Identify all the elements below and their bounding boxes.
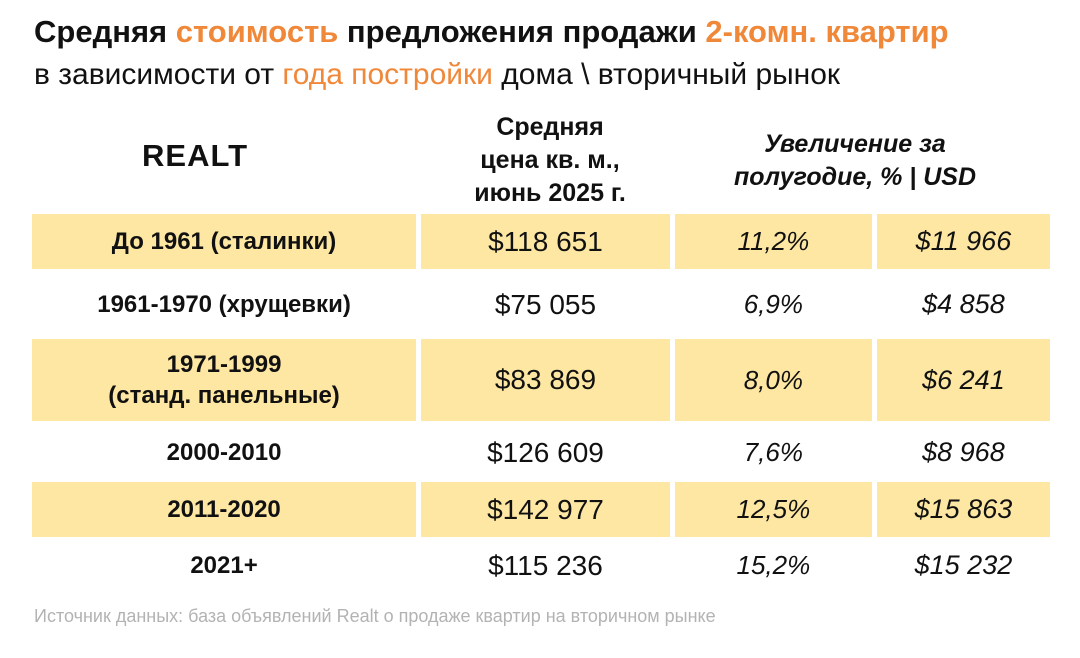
header-line: Средняя: [496, 113, 604, 141]
price-cell: $83 869: [421, 339, 670, 421]
table-row: 1971-1999 (станд. панельные) $83 869 8,0…: [32, 339, 1050, 421]
period-cell: 2021+: [190, 552, 258, 579]
table-row: 2000-2010 $126 609 7,6% $8 968: [32, 425, 1050, 480]
period-cell: 1961-1970 (хрущевки): [97, 291, 351, 318]
percent-cell: 6,9%: [743, 289, 803, 319]
period-cell: 2011-2020: [32, 482, 417, 537]
usd-cell: $8 968: [922, 437, 1005, 467]
percent-cell: 7,6%: [743, 437, 803, 467]
header-line: полугодие, % | USD: [733, 163, 977, 191]
price-column-header: Средняя цена кв. м., июнь 2025 г.: [430, 111, 670, 210]
usd-cell: $11 966: [876, 214, 1050, 269]
percent-cell: 15,2%: [736, 550, 811, 580]
usd-cell: $15 863: [876, 482, 1050, 537]
header-line: Увеличение за: [764, 130, 946, 158]
subtitle-accent: года постройки: [282, 58, 493, 91]
period-cell: 1971-1999 (станд. панельные): [32, 339, 417, 421]
price-cell: $115 236: [488, 549, 603, 581]
price-cell: $118 651: [421, 214, 670, 269]
table-row: До 1961 (сталинки) $118 651 11,2% $11 96…: [32, 214, 1050, 269]
header-line: цена кв. м.,: [480, 146, 620, 174]
price-cell: $126 609: [487, 436, 604, 468]
usd-cell: $4 858: [922, 289, 1005, 319]
table-row: 2011-2020 $142 977 12,5% $15 863: [32, 482, 1050, 537]
realt-logo: REALT: [142, 138, 249, 173]
price-cell: $142 977: [421, 482, 670, 537]
percent-cell: 11,2%: [674, 214, 872, 269]
header-line: июнь 2025 г.: [474, 179, 626, 207]
percent-cell: 8,0%: [674, 339, 872, 421]
usd-cell: $6 241: [876, 339, 1050, 421]
percent-cell: 12,5%: [674, 482, 872, 537]
table-row: 1961-1970 (хрущевки) $75 055 6,9% $4 858: [32, 277, 1050, 332]
title-part: Средняя: [34, 14, 176, 49]
subtitle-part: в зависимости от: [34, 58, 283, 91]
title-line-1: Средняя стоимость предложения продажи 2-…: [34, 14, 949, 50]
period-cell: 2000-2010: [166, 439, 282, 466]
table-row: 2021+ $115 236 15,2% $15 232: [32, 538, 1050, 593]
title-part: предложения продажи: [338, 14, 706, 49]
title-accent: 2-комн. квартир: [705, 14, 949, 49]
source-note: Источник данных: база объявлений Realt о…: [34, 606, 716, 626]
period-cell: До 1961 (сталинки): [32, 214, 417, 269]
price-cell: $75 055: [494, 288, 597, 320]
title-accent: стоимость: [175, 14, 339, 49]
subtitle-part: дома \ вторичный рынок: [492, 58, 841, 91]
title-line-2: в зависимости от года постройки дома \ в…: [34, 58, 840, 92]
usd-cell: $15 232: [914, 550, 1013, 580]
increase-column-header: Увеличение за полугодие, % | USD: [690, 128, 1020, 194]
